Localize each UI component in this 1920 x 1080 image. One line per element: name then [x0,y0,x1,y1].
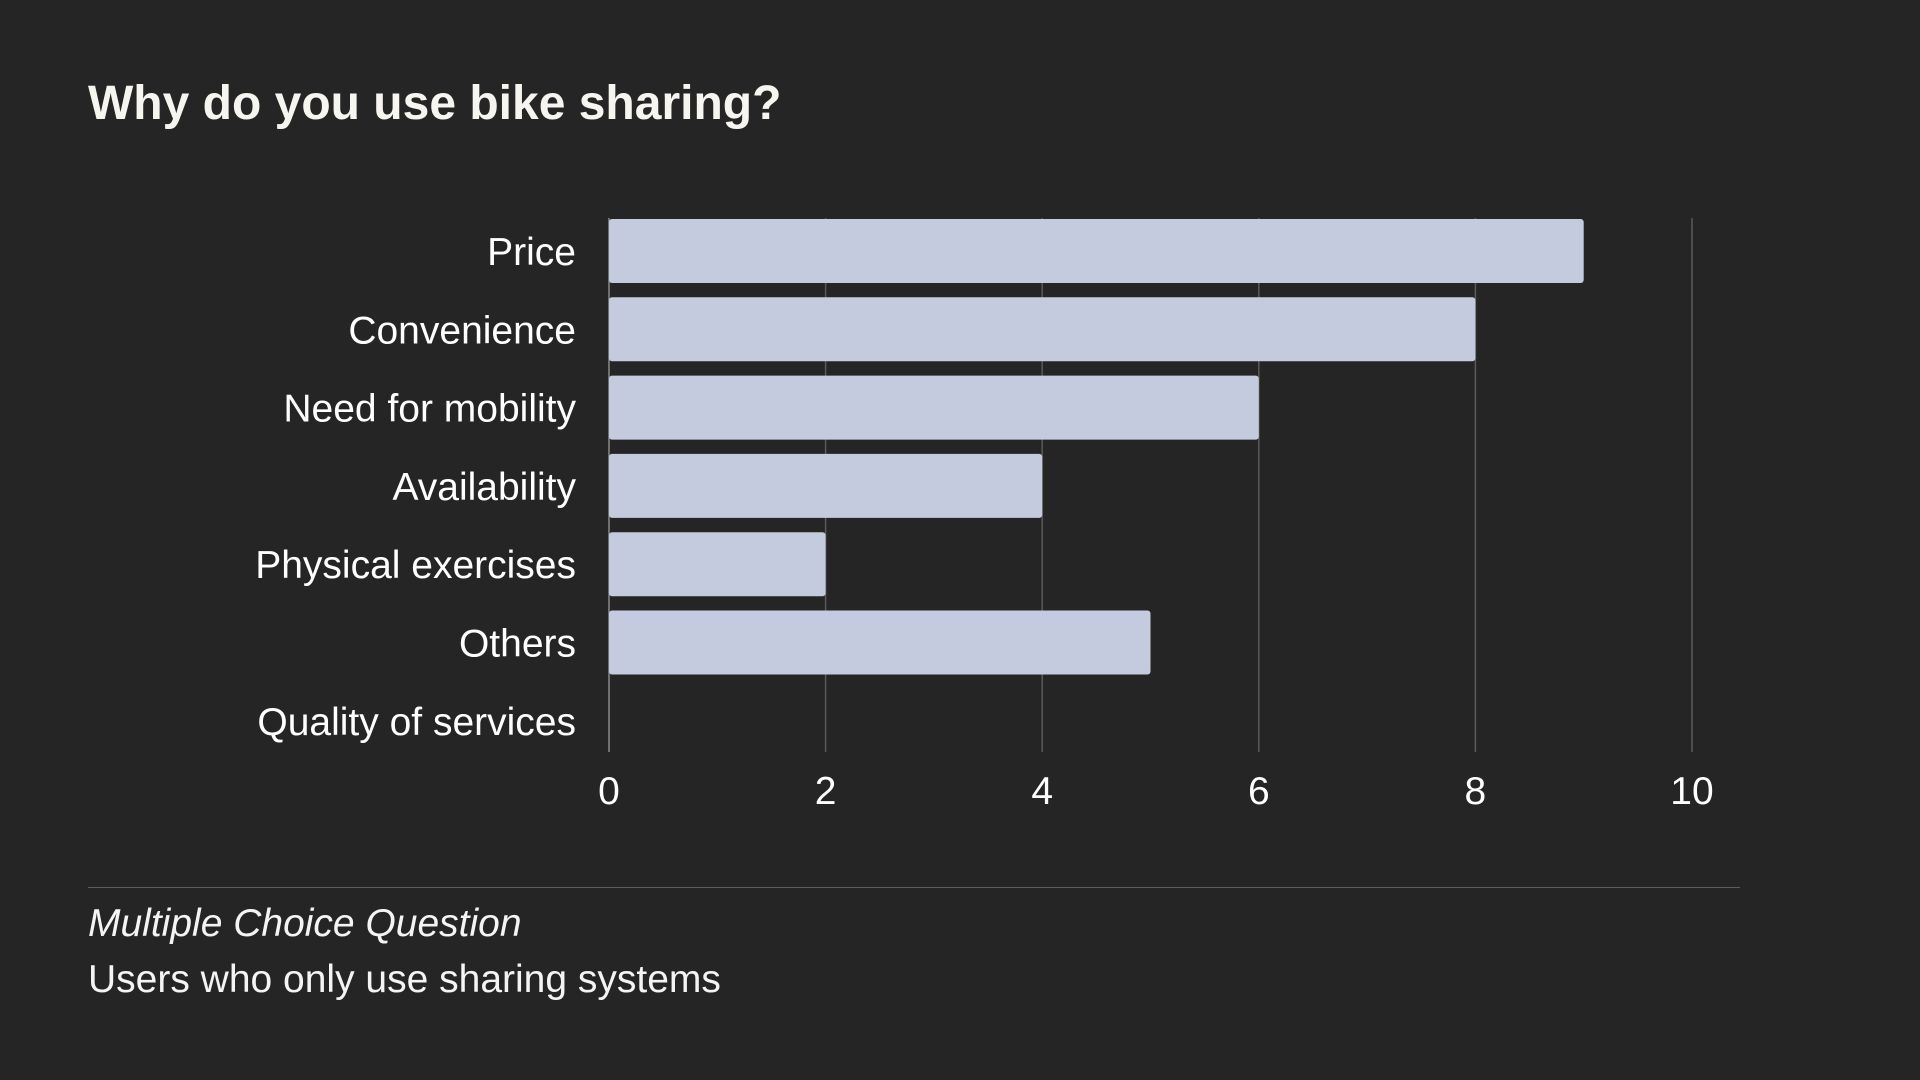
chart-title: Why do you use bike sharing? [88,77,782,130]
footer-divider [88,887,1740,888]
category-label: Convenience [348,309,576,352]
category-label: Price [487,231,576,274]
category-label: Others [459,623,576,666]
category-label: Physical exercises [255,544,576,587]
question-type-label: Multiple Choice Question [88,902,522,945]
x-tick-label: 8 [1465,770,1487,813]
x-tick-label: 0 [598,770,620,813]
x-tick-label: 2 [815,770,837,813]
bar-need-for-mobility [609,375,1259,440]
category-label: Availability [392,466,576,509]
x-tick-label: 6 [1248,770,1270,813]
category-label: Need for mobility [283,388,576,431]
x-tick-label: 10 [1670,770,1713,813]
bar-convenience [609,297,1476,362]
bar-others [609,610,1151,675]
bar-physical-exercises [609,532,826,597]
category-labels: Price Convenience Need for mobility Availab… [255,231,576,744]
category-label: Quality of services [257,701,576,744]
audience-label: Users who only use sharing systems [88,958,721,1001]
x-tick-labels: 0 2 4 6 8 10 [598,770,1714,813]
bar-price [609,219,1584,283]
x-tick-label: 4 [1031,770,1053,813]
bars [609,219,1584,675]
bar-availability [609,453,1043,518]
